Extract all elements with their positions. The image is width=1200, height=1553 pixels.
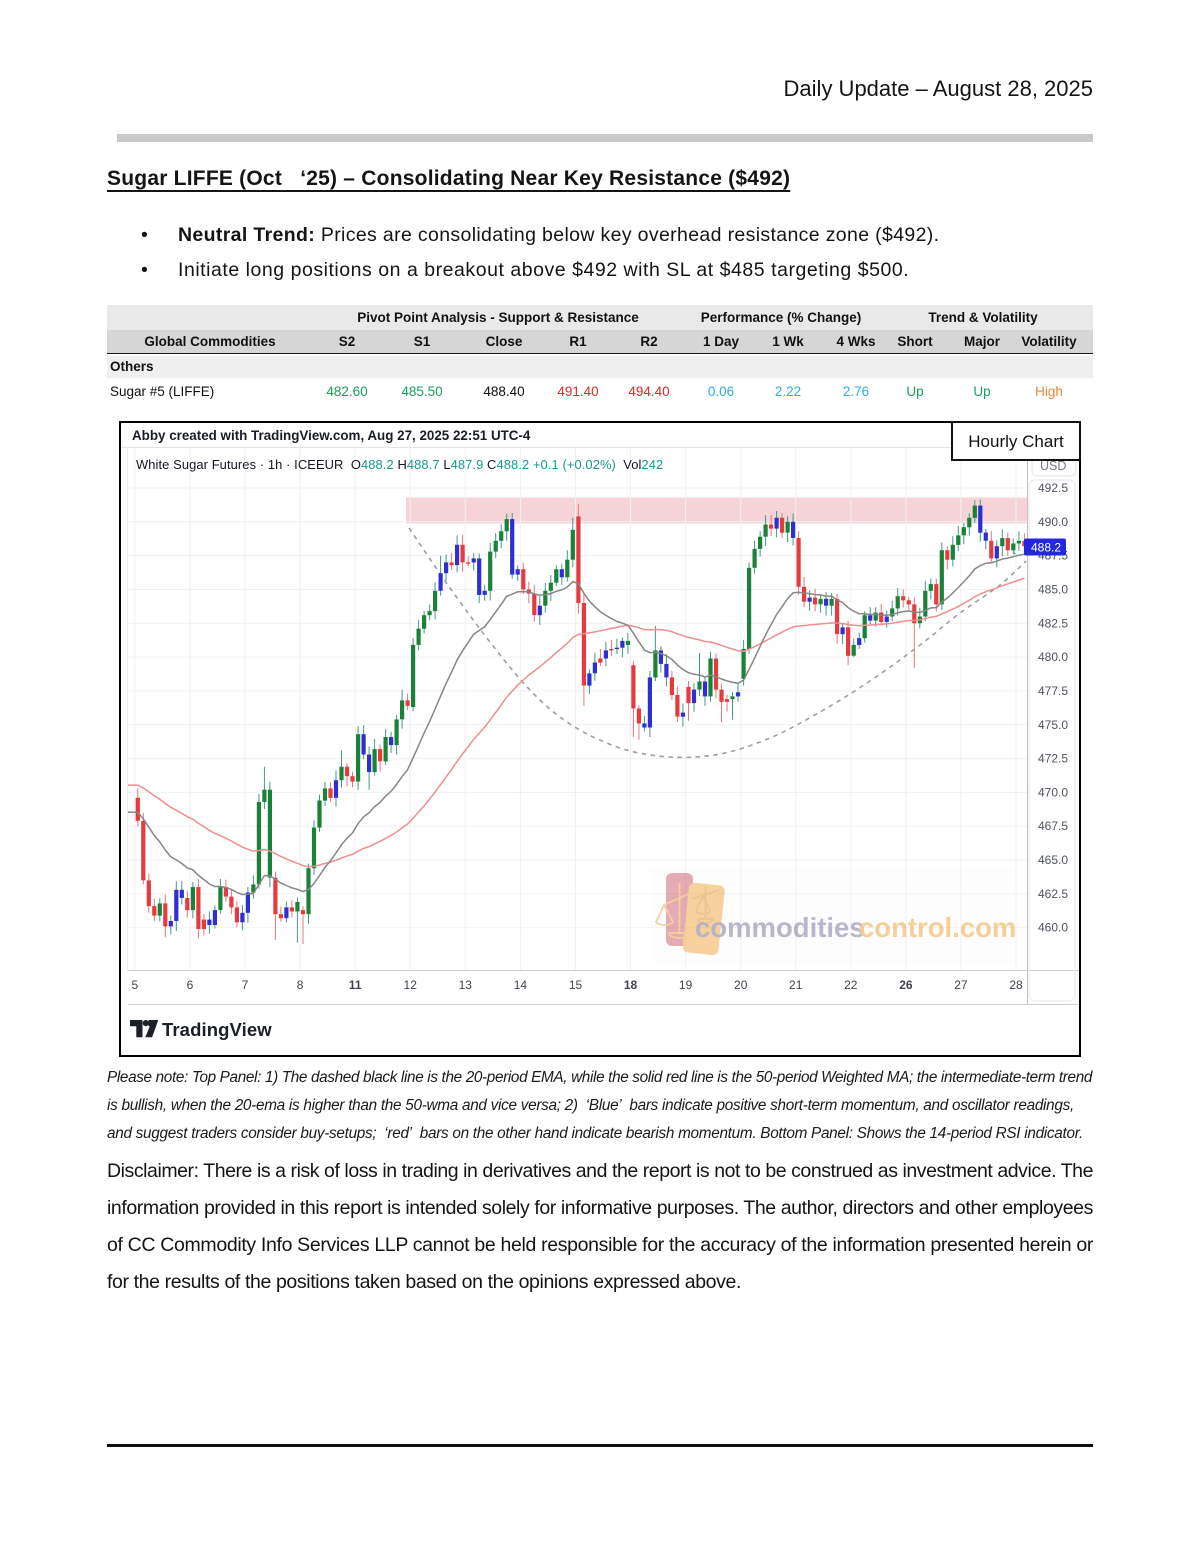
svg-text:11: 11 [349, 978, 362, 992]
svg-text:460.0: 460.0 [1038, 921, 1068, 935]
svg-text:7: 7 [242, 978, 249, 992]
svg-text:↓: ↓ [1012, 545, 1018, 557]
svg-text:28: 28 [1009, 978, 1023, 992]
svg-text:462.5: 462.5 [1038, 887, 1068, 901]
svg-text:21: 21 [789, 978, 803, 992]
svg-text:commodities: commodities [695, 912, 865, 943]
svg-text:465.0: 465.0 [1038, 853, 1068, 867]
svg-text:477.5: 477.5 [1038, 684, 1068, 698]
svg-text:490.0: 490.0 [1038, 515, 1068, 529]
svg-text:470.0: 470.0 [1038, 785, 1068, 799]
svg-text:13: 13 [459, 978, 473, 992]
svg-text:8: 8 [297, 978, 304, 992]
svg-text:472.5: 472.5 [1038, 752, 1068, 766]
svg-text:12: 12 [404, 978, 418, 992]
svg-text:control.com: control.com [859, 912, 1016, 943]
svg-text:485.0: 485.0 [1038, 583, 1068, 597]
svg-text:5: 5 [132, 978, 139, 992]
svg-text:18: 18 [624, 978, 638, 992]
svg-text:6: 6 [187, 978, 194, 992]
svg-text:White Sugar Futures · 1h · ICE: White Sugar Futures · 1h · ICEEUR O488.2… [136, 457, 663, 472]
svg-text:22: 22 [844, 978, 858, 992]
svg-text:Abby created with TradingView.: Abby created with TradingView.com, Aug 2… [132, 428, 531, 443]
svg-text:27: 27 [954, 978, 968, 992]
svg-text:480.0: 480.0 [1038, 650, 1068, 664]
svg-text:20: 20 [734, 978, 748, 992]
svg-text:15: 15 [569, 978, 583, 992]
svg-text:TradingView: TradingView [162, 1019, 272, 1040]
svg-text:14: 14 [514, 978, 528, 992]
svg-text:482.5: 482.5 [1038, 616, 1068, 630]
svg-text:492.5: 492.5 [1038, 481, 1068, 495]
svg-text:USD: USD [1040, 459, 1066, 473]
svg-text:467.5: 467.5 [1038, 819, 1068, 833]
svg-text:488.2: 488.2 [1031, 541, 1061, 555]
svg-text:475.0: 475.0 [1038, 718, 1068, 732]
svg-text:26: 26 [899, 978, 913, 992]
svg-text:19: 19 [679, 978, 693, 992]
